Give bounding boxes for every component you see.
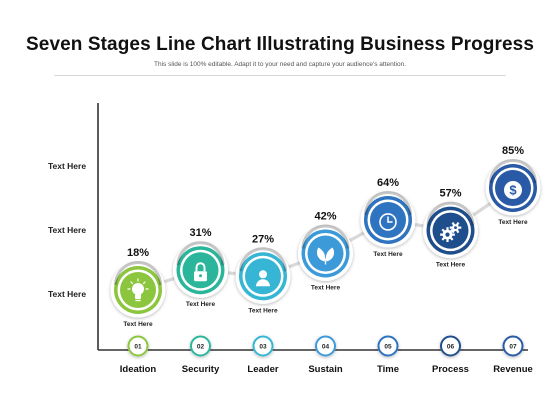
data-label: 42%: [314, 210, 336, 222]
data-label: 85%: [502, 145, 524, 157]
data-label: 57%: [439, 188, 461, 200]
page-title: Seven Stages Line Chart Illustrating Bus…: [26, 34, 534, 55]
stage-number: 02: [197, 344, 205, 351]
point-caption: Text Here: [186, 301, 216, 308]
padlock-icon: [194, 262, 207, 282]
data-point-revenue: $: [485, 159, 541, 216]
gears-icon: [440, 222, 462, 243]
stage-badge: 02: [190, 335, 211, 357]
data-label: 31%: [189, 227, 211, 239]
stage-badge: 01: [127, 335, 149, 357]
x-tick-label: Security: [182, 364, 220, 375]
y-tick-label: Text Here: [48, 289, 86, 299]
title-divider: [54, 75, 506, 76]
stage-number: 07: [509, 344, 517, 351]
data-point-ideation: [110, 261, 166, 318]
data-label: 27%: [252, 233, 274, 245]
point-caption: Text Here: [123, 321, 153, 328]
stage-number: 03: [259, 344, 267, 351]
x-tick-label: Leader: [247, 364, 278, 375]
dollar-icon: $: [504, 181, 522, 199]
y-tick-label: Text Here: [48, 161, 86, 171]
svg-text:$: $: [509, 183, 517, 198]
data-point-security: [173, 241, 228, 298]
y-tick-label: Text Here: [48, 225, 86, 235]
data-label: 18%: [127, 247, 149, 259]
stage-badge: 07: [502, 335, 524, 357]
user-icon: [256, 270, 270, 287]
point-caption: Text Here: [248, 307, 278, 314]
point-caption: Text Here: [436, 262, 466, 269]
x-tick-label: Process: [432, 364, 469, 375]
data-point-process: [423, 201, 478, 259]
point-caption: Text Here: [498, 219, 528, 226]
x-tick-label: Time: [377, 364, 399, 375]
lightbulb-icon: [127, 278, 149, 302]
stage-badge: 06: [440, 335, 461, 357]
point-caption: Text Here: [311, 284, 341, 291]
x-tick-label: Ideation: [120, 364, 157, 375]
page-subtitle: This slide is 100% editable. Adapt it to…: [153, 61, 406, 68]
x-tick-label: Sustain: [308, 364, 343, 375]
data-point-sustain: [298, 224, 353, 281]
x-tick-label: Revenue: [493, 364, 533, 375]
leaf-icon: [316, 247, 335, 265]
stage-badge: 05: [377, 335, 399, 357]
data-label: 64%: [377, 177, 399, 189]
stage-number: 04: [322, 344, 330, 351]
clock-icon: [379, 213, 397, 231]
stage-number: 05: [384, 344, 392, 351]
stage-badge: 03: [252, 335, 274, 357]
stage-number: 06: [447, 344, 455, 351]
data-point-leader: [235, 247, 291, 304]
data-point-time: [360, 190, 416, 248]
point-caption: Text Here: [373, 251, 403, 258]
stage-number: 01: [134, 344, 142, 351]
stage-badge: 04: [315, 335, 336, 357]
